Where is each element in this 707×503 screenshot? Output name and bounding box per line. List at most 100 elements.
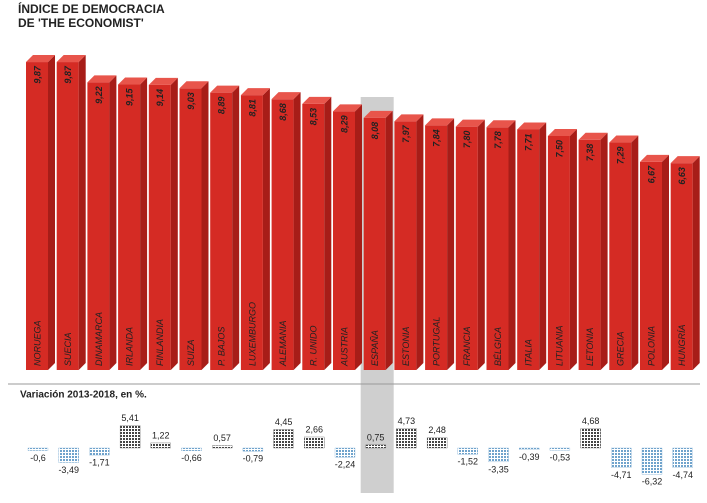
- value-label: -0,39: [519, 452, 540, 462]
- bar: [150, 442, 171, 449]
- bar-top: [640, 154, 669, 162]
- value-label: -0,6: [30, 453, 46, 463]
- value-label: 7,29: [616, 147, 626, 165]
- value-label: 7,78: [493, 131, 503, 149]
- bar: [641, 447, 663, 475]
- value-label: -3,35: [488, 464, 509, 474]
- bar-top: [455, 119, 485, 127]
- value-label: 4,68: [582, 416, 600, 426]
- bar-side: [662, 154, 669, 370]
- x-tick-label: ESTONIA: [401, 327, 411, 366]
- bar-front: [547, 136, 570, 370]
- bar: [334, 447, 356, 458]
- bar-top: [609, 135, 639, 143]
- value-label: -3,49: [58, 465, 79, 475]
- value-label: 8,08: [370, 122, 380, 140]
- bar-top: [26, 55, 55, 63]
- bar-side: [631, 135, 639, 370]
- value-label: 7,50: [554, 140, 564, 158]
- bar-front: [486, 127, 509, 370]
- bar-top: [486, 120, 516, 128]
- value-label: 9,03: [186, 92, 196, 110]
- bar: [179, 81, 209, 370]
- value-label: -1,52: [458, 457, 479, 467]
- x-tick-label: LITUANIA: [554, 325, 564, 366]
- value-label: 0,57: [213, 433, 231, 443]
- bar-side: [569, 129, 577, 370]
- bar-front: [87, 82, 110, 370]
- value-label: 8,29: [339, 115, 349, 133]
- value-label: 0,75: [367, 432, 385, 442]
- value-label: 7,97: [401, 124, 411, 143]
- bar-side: [324, 96, 332, 370]
- bar-top: [333, 104, 362, 112]
- x-tick-label: ESPAÑA: [370, 330, 380, 366]
- bar: [87, 75, 117, 370]
- x-tick-label: POLONIA: [646, 326, 656, 366]
- bar-front: [394, 121, 417, 370]
- bar: [304, 436, 325, 449]
- bar: [118, 77, 148, 371]
- bar: [148, 77, 178, 370]
- bar-top: [118, 77, 148, 85]
- x-tick-label: SUIZA: [186, 339, 196, 366]
- x-tick-label: BÉLGICA: [493, 327, 503, 366]
- value-label: 2,48: [428, 425, 446, 435]
- bar-front: [179, 88, 202, 370]
- value-label: -6,32: [642, 477, 663, 487]
- bar: [242, 447, 264, 452]
- bar: [547, 129, 577, 370]
- value-label: 9,87: [32, 65, 42, 84]
- subtitle: Variación 2013-2018, en %.: [20, 390, 147, 401]
- bar: [580, 428, 601, 449]
- bar: [394, 114, 424, 370]
- bar-top: [148, 77, 178, 85]
- value-label: -0,66: [181, 453, 202, 463]
- bar: [425, 118, 455, 370]
- bar: [578, 132, 608, 370]
- value-label: 7,84: [431, 129, 441, 147]
- value-label: 9,15: [124, 88, 134, 107]
- bar-top: [302, 96, 332, 104]
- bar: [273, 429, 294, 449]
- value-label: 8,81: [247, 99, 257, 117]
- value-label: 6,67: [646, 165, 656, 184]
- bar-top: [517, 122, 547, 130]
- x-tick-label: PORTUGAL: [431, 317, 441, 366]
- bar-front: [578, 139, 601, 370]
- x-tick-label: ITALIA: [524, 339, 534, 366]
- bar: [58, 447, 79, 463]
- x-tick-label: HUNGRÍA: [677, 324, 687, 366]
- bar-side: [201, 81, 209, 370]
- bar-side: [170, 77, 178, 370]
- bar-top: [87, 75, 117, 83]
- bar-top: [56, 55, 86, 63]
- bar: [640, 154, 669, 370]
- x-tick-label: ALEMANIA: [278, 320, 288, 367]
- x-tick-label: NORUEGA: [32, 320, 42, 366]
- bar: [670, 156, 700, 370]
- value-label: 7,71: [524, 133, 534, 151]
- bar-front: [455, 126, 478, 370]
- x-tick-label: AUSTRIA: [339, 327, 349, 367]
- bar: [365, 444, 386, 449]
- bar-front: [26, 62, 48, 370]
- value-label: -1,71: [89, 457, 110, 467]
- bar-front: [363, 117, 386, 371]
- bar: [457, 447, 478, 455]
- bar: [517, 122, 547, 370]
- value-label: 8,68: [278, 103, 288, 121]
- bar-top: [578, 132, 608, 140]
- bar-side: [385, 110, 393, 371]
- bar: [486, 120, 516, 370]
- bar-top: [425, 118, 455, 126]
- bar: [426, 437, 448, 449]
- bar-front: [118, 84, 141, 371]
- bar-front: [425, 125, 448, 370]
- bar: [363, 110, 393, 371]
- bar-side: [262, 88, 270, 371]
- bar: [672, 447, 693, 468]
- x-tick-label: SUECIA: [63, 332, 73, 366]
- chart-title: ÍNDICE DE DEMOCRACIA DE 'THE ECONOMIST': [18, 2, 165, 30]
